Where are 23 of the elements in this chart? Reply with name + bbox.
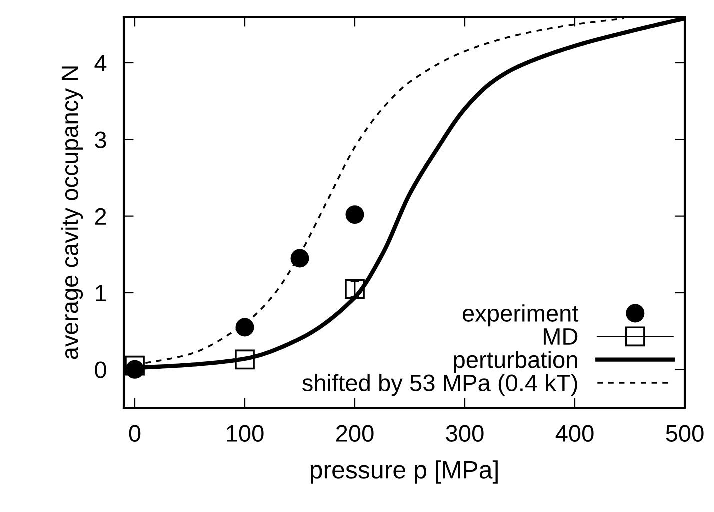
legend-label: shifted by 53 MPa (0.4 kT) (302, 374, 578, 396)
y-tick-label: 3 (95, 132, 106, 148)
point (346, 206, 364, 224)
legend-label: perturbation (454, 350, 578, 374)
point (125, 356, 145, 376)
x-tick-label: 100 (227, 425, 264, 442)
x-tick-label: 500 (666, 425, 704, 442)
legend-label: MD (544, 328, 578, 345)
x-tick-label: 0 (129, 425, 141, 442)
x-axis-title: pressure p [MPa] (310, 460, 498, 484)
y-tick-label: 1 (96, 285, 106, 302)
y-tick-label: 4 (94, 55, 107, 72)
y-tick-label: 0 (95, 362, 106, 378)
x-tick-label: 400 (556, 425, 594, 442)
x-tick-label: 200 (336, 425, 374, 442)
point (345, 279, 365, 300)
y-axis-title: average cavity occupancy N (61, 66, 84, 360)
point (235, 350, 255, 370)
point (290, 249, 310, 268)
x-tick-label: 300 (446, 425, 484, 442)
point (236, 318, 254, 337)
legend-label: experiment (462, 304, 579, 327)
y-tick-label: 2 (95, 208, 106, 225)
